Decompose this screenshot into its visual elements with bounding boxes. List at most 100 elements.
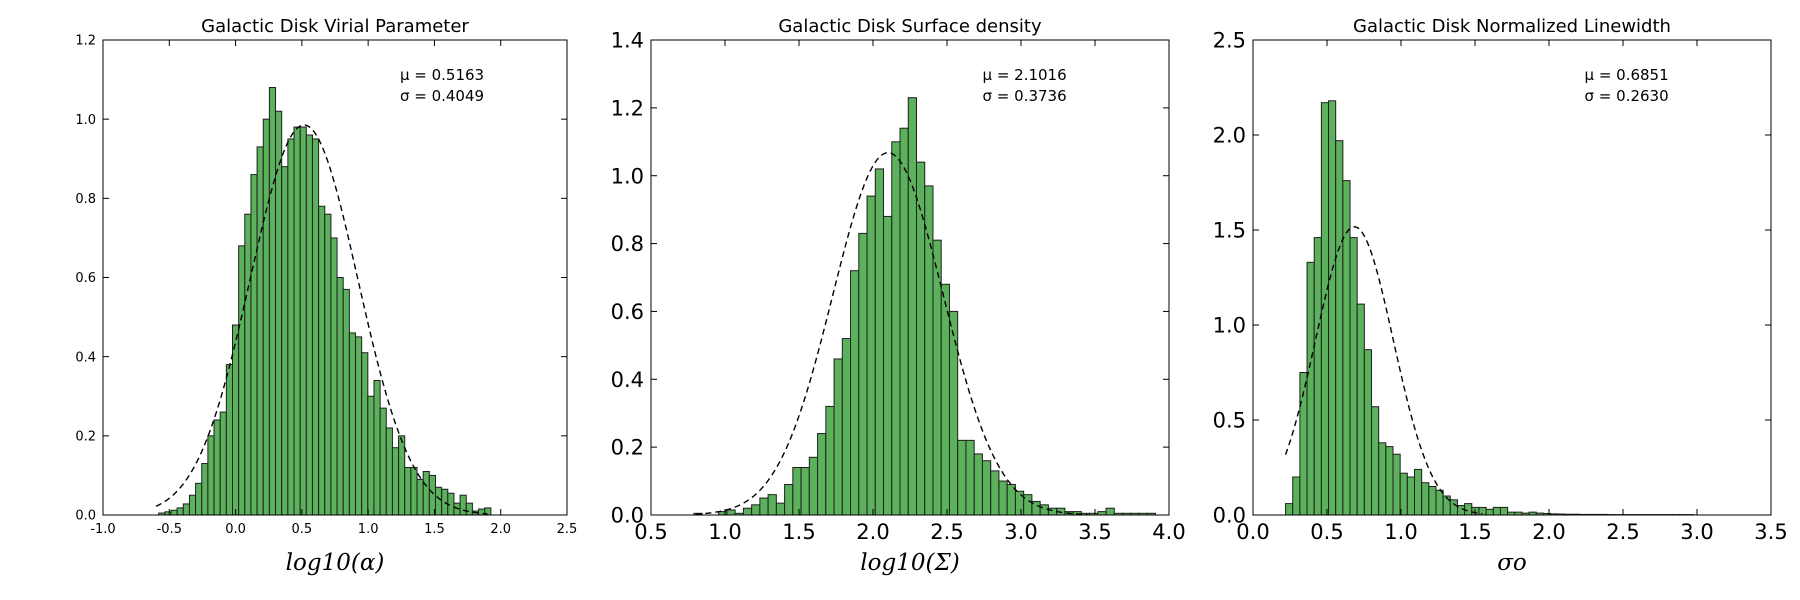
y-tick-label: 0.2 <box>611 436 644 460</box>
histogram-bar <box>287 138 295 516</box>
x-tick-label: 1.0 <box>708 520 741 544</box>
histogram-bar <box>1378 442 1387 516</box>
histogram-bar <box>379 407 387 516</box>
y-tick-label: 0.8 <box>611 232 644 256</box>
histogram-bar <box>459 494 467 516</box>
histogram-bar <box>238 245 246 516</box>
mu-annotation: μ = 2.1016 <box>983 66 1067 84</box>
x-tick-label: 4.0 <box>1152 520 1185 544</box>
histogram-bar <box>342 288 350 516</box>
histogram-bar <box>825 405 835 516</box>
histogram-bar <box>940 283 950 516</box>
sigma-annotation: σ = 0.4049 <box>400 87 484 105</box>
x-tick-label: 1.5 <box>424 522 445 537</box>
histogram-bar <box>1342 180 1351 516</box>
histogram-bar <box>916 161 926 516</box>
histogram-bar <box>1313 237 1322 516</box>
histogram-bar <box>1499 506 1509 516</box>
histogram-bar <box>176 507 184 516</box>
histogram-bar <box>385 427 393 516</box>
histogram-bar <box>244 213 252 516</box>
histogram-bar <box>318 205 326 516</box>
histogram-bar <box>404 467 412 516</box>
histogram-bar <box>391 447 400 516</box>
histogram-bar <box>355 336 363 516</box>
histogram-bar <box>1328 100 1337 516</box>
y-tick-label: 2.0 <box>1213 124 1246 148</box>
histogram-bar <box>324 213 332 516</box>
histogram-bar <box>998 480 1008 516</box>
histogram-bar <box>1356 303 1365 516</box>
histogram-bar <box>434 486 443 516</box>
histogram-bar <box>924 185 934 516</box>
histogram-bar <box>751 504 761 516</box>
mu-annotation: μ = 0.6851 <box>1585 66 1669 84</box>
histogram-bar <box>367 395 375 516</box>
histogram-bar <box>808 456 819 516</box>
histogram-bar <box>957 439 967 516</box>
x-tick-label: 3.5 <box>1754 520 1787 544</box>
y-tick-label: 1.2 <box>611 96 644 120</box>
histogram-bar <box>1449 499 1458 516</box>
histogram-bar <box>422 470 430 516</box>
histogram-bar <box>759 497 769 516</box>
histogram-bar <box>232 324 240 516</box>
y-tick-label: 1.5 <box>1213 219 1246 243</box>
histogram-bar <box>1335 140 1344 516</box>
chart-title: Galactic Disk Normalized Linewidth <box>1353 16 1671 37</box>
gaussian-fit-curve <box>155 124 488 515</box>
histogram-bar <box>1349 237 1358 516</box>
x-tick-label: 2.0 <box>856 520 889 544</box>
histogram-bar <box>726 509 736 516</box>
histogram-bar <box>1105 507 1115 516</box>
histogram-bar <box>1399 472 1408 516</box>
histogram-bar <box>330 237 338 516</box>
histogram-bar <box>1363 349 1373 516</box>
histogram-bar <box>973 453 983 516</box>
x-tick-label: 1.0 <box>1384 520 1417 544</box>
axes-frame <box>650 39 1170 516</box>
chart-title: Galactic Disk Virial Parameter <box>201 16 469 37</box>
y-tick-label: 1.0 <box>611 164 644 188</box>
histogram-bar <box>207 435 215 516</box>
histogram-bar <box>1097 511 1107 516</box>
x-tick-label: 1.5 <box>782 520 815 544</box>
x-tick-label: 3.5 <box>1078 520 1111 544</box>
histogram-bar <box>262 118 270 516</box>
histogram-bar <box>348 332 357 516</box>
histogram-bar <box>1306 261 1315 516</box>
histogram-bar <box>907 97 917 516</box>
histogram-bar <box>1456 505 1466 516</box>
histogram-bar <box>299 126 307 516</box>
gaussian-fit-curve <box>1284 226 1483 515</box>
histogram-bar <box>441 488 449 516</box>
histogram-bar <box>256 146 264 516</box>
x-tick-label: 0.5 <box>292 522 313 537</box>
histogram-bar <box>250 174 258 516</box>
histogram-bar <box>792 467 802 516</box>
histogram-bar <box>1371 406 1380 516</box>
x-tick-label: 3.0 <box>1680 520 1713 544</box>
chart-title: Galactic Disk Surface density <box>778 16 1042 37</box>
histogram-bar <box>817 433 827 516</box>
y-tick-label: 1.0 <box>75 113 96 128</box>
histogram-bar <box>981 460 992 516</box>
x-tick-label: -0.5 <box>157 522 182 537</box>
histogram-bar <box>465 502 473 516</box>
histogram-bar <box>281 166 289 516</box>
histogram-bar <box>990 470 1000 516</box>
x-axis-label: log10(Σ) <box>860 550 959 576</box>
histogram-bar <box>850 270 860 516</box>
histogram-bar <box>965 439 975 516</box>
histogram-bar <box>899 127 909 516</box>
histogram-bar <box>410 467 418 516</box>
histogram-bar <box>1442 495 1451 516</box>
histogram-bar <box>311 138 320 516</box>
histogram-bar <box>932 239 942 516</box>
x-tick-label: 0.5 <box>634 520 667 544</box>
histogram-bar <box>213 419 221 516</box>
histogram-bar <box>1414 468 1423 516</box>
x-tick-label: 2.5 <box>557 522 578 537</box>
y-tick-label: 0.0 <box>75 509 96 524</box>
